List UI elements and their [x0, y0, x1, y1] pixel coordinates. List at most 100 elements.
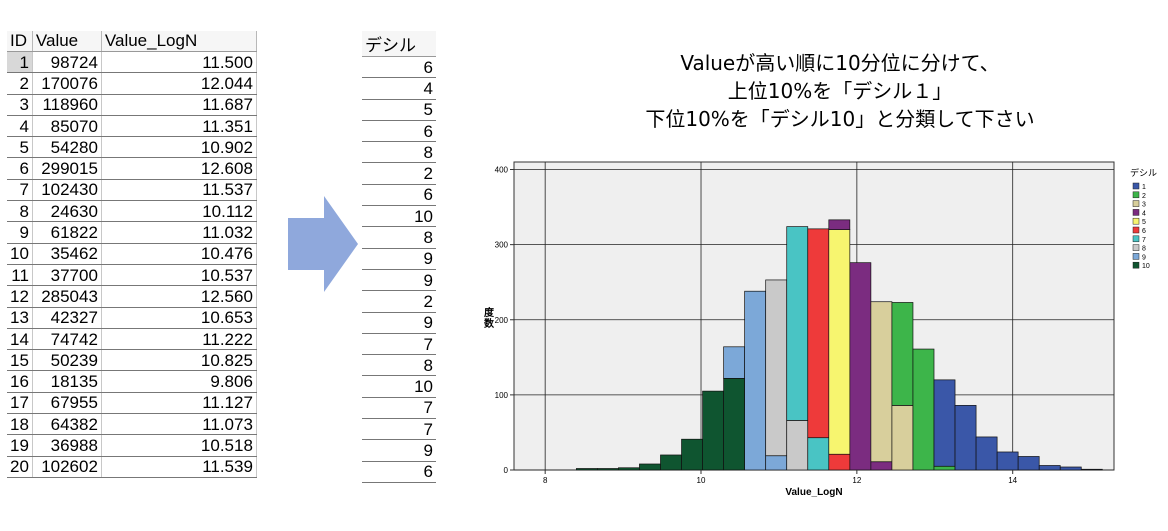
cell-value-logn[interactable]: 11.032: [101, 221, 257, 244]
table-row[interactable]: 17 67955 11.127: [7, 392, 257, 415]
histogram-bar-decile-10[interactable]: [597, 468, 619, 471]
histogram-bar-decile-4[interactable]: [849, 262, 872, 471]
histogram-bar-decile-1[interactable]: [1080, 468, 1103, 471]
cell-value[interactable]: 36988: [32, 434, 102, 457]
cell-value[interactable]: 50239: [32, 349, 102, 372]
cell-decile[interactable]: 9: [362, 269, 436, 292]
cell-id[interactable]: 12: [7, 285, 33, 308]
cell-decile[interactable]: 2: [362, 290, 436, 313]
table-row[interactable]: 7: [362, 333, 436, 356]
table-row[interactable]: 9: [362, 439, 436, 462]
cell-value-logn[interactable]: 11.537: [101, 179, 257, 202]
table-row[interactable]: 2: [362, 162, 436, 185]
cell-value-logn[interactable]: 12.560: [101, 285, 257, 308]
column-header-decile[interactable]: デシル: [362, 31, 436, 57]
column-header-value-logn[interactable]: Value_LogN: [101, 31, 257, 52]
histogram-bar-decile-10[interactable]: [639, 463, 661, 471]
cell-value[interactable]: 61822: [32, 221, 102, 244]
cell-value[interactable]: 74742: [32, 328, 102, 351]
cell-value-logn[interactable]: 9.806: [101, 370, 257, 393]
histogram-bar-decile-9[interactable]: [723, 346, 745, 379]
cell-id[interactable]: 14: [7, 328, 33, 351]
histogram-bar-decile-9[interactable]: [765, 455, 788, 471]
histogram-bar-decile-10[interactable]: [618, 467, 640, 471]
cell-decile[interactable]: 6: [362, 461, 436, 483]
table-row[interactable]: 8: [362, 226, 436, 249]
table-row[interactable]: 7 102430 11.537: [7, 179, 257, 202]
histogram-bar-decile-9[interactable]: [744, 290, 767, 471]
histogram-bar-decile-8[interactable]: [765, 279, 788, 457]
cell-decile[interactable]: 10: [362, 375, 436, 398]
table-row[interactable]: 2: [362, 290, 436, 313]
table-row[interactable]: 20 102602 11.539: [7, 456, 257, 478]
cell-value-logn[interactable]: 10.112: [101, 200, 257, 223]
cell-value-logn[interactable]: 10.902: [101, 136, 257, 159]
histogram-bar-decile-2[interactable]: [912, 348, 935, 471]
table-row[interactable]: 3 118960 11.687: [7, 94, 257, 116]
table-row[interactable]: 9: [362, 269, 436, 292]
table-row[interactable]: 11 37700 10.537: [7, 264, 257, 287]
cell-value[interactable]: 35462: [32, 243, 102, 265]
cell-value-logn[interactable]: 10.537: [101, 264, 257, 287]
cell-value[interactable]: 118960: [32, 94, 102, 116]
table-row[interactable]: 19 36988 10.518: [7, 434, 257, 457]
table-row[interactable]: 2 170076 12.044: [7, 72, 257, 95]
cell-value[interactable]: 42327: [32, 307, 102, 329]
column-header-id[interactable]: ID: [7, 31, 33, 52]
cell-id[interactable]: 2: [7, 72, 33, 95]
cell-id[interactable]: 13: [7, 307, 33, 329]
cell-value[interactable]: 54280: [32, 136, 102, 159]
table-row[interactable]: 6 299015 12.608: [7, 157, 257, 180]
table-row[interactable]: 14 74742 11.222: [7, 328, 257, 351]
cell-id[interactable]: 8: [7, 200, 33, 223]
histogram-bar-decile-3[interactable]: [891, 405, 914, 471]
cell-value-logn[interactable]: 11.351: [101, 115, 257, 138]
histogram-bar-decile-10[interactable]: [702, 390, 724, 471]
cell-decile[interactable]: 9: [362, 439, 436, 462]
histogram-bar-decile-5[interactable]: [828, 229, 851, 455]
histogram-bar-decile-7[interactable]: [807, 437, 830, 471]
histogram-bar-decile-6[interactable]: [828, 453, 851, 471]
cell-decile[interactable]: 6: [362, 56, 436, 79]
cell-value[interactable]: 170076: [32, 72, 102, 95]
cell-id[interactable]: 10: [7, 243, 33, 265]
table-row[interactable]: 9: [362, 248, 436, 270]
cell-id[interactable]: 16: [7, 370, 33, 393]
cell-decile[interactable]: 2: [362, 162, 436, 185]
histogram-bar-decile-8[interactable]: [786, 420, 809, 471]
cell-value[interactable]: 37700: [32, 264, 102, 287]
cell-id[interactable]: 7: [7, 179, 33, 202]
histogram-bar-decile-1[interactable]: [1059, 466, 1082, 471]
table-row[interactable]: 4: [362, 77, 436, 100]
cell-value-logn[interactable]: 11.539: [101, 456, 257, 478]
histogram-bar-decile-2[interactable]: [891, 302, 914, 406]
cell-value-logn[interactable]: 10.825: [101, 349, 257, 372]
cell-value-logn[interactable]: 11.222: [101, 328, 257, 351]
cell-id[interactable]: 20: [7, 456, 33, 478]
table-row[interactable]: 8: [362, 141, 436, 164]
histogram-bar-decile-4[interactable]: [828, 219, 851, 230]
cell-value[interactable]: 102602: [32, 456, 102, 478]
table-row[interactable]: 6: [362, 120, 436, 143]
cell-value-logn[interactable]: 11.073: [101, 413, 257, 436]
table-row[interactable]: 18 64382 11.073: [7, 413, 257, 436]
cell-value-logn[interactable]: 11.687: [101, 94, 257, 116]
histogram-bar-decile-4[interactable]: [870, 461, 893, 471]
histogram-bar-decile-10[interactable]: [660, 454, 682, 471]
table-row[interactable]: 7: [362, 397, 436, 420]
table-row[interactable]: 9: [362, 312, 436, 334]
table-row[interactable]: 6: [362, 56, 436, 79]
cell-value-logn[interactable]: 11.127: [101, 392, 257, 415]
histogram-bar-decile-2[interactable]: [933, 465, 956, 471]
cell-decile[interactable]: 7: [362, 333, 436, 356]
histogram-bar-decile-1[interactable]: [954, 405, 977, 471]
cell-id[interactable]: 17: [7, 392, 33, 415]
cell-value-logn[interactable]: 11.500: [101, 51, 257, 74]
cell-value[interactable]: 85070: [32, 115, 102, 138]
cell-id[interactable]: 6: [7, 157, 33, 180]
table-row[interactable]: 6: [362, 461, 436, 483]
cell-id[interactable]: 9: [7, 221, 33, 244]
cell-value[interactable]: 24630: [32, 200, 102, 223]
table-row[interactable]: 5 54280 10.902: [7, 136, 257, 159]
histogram-bar-decile-1[interactable]: [933, 379, 956, 467]
